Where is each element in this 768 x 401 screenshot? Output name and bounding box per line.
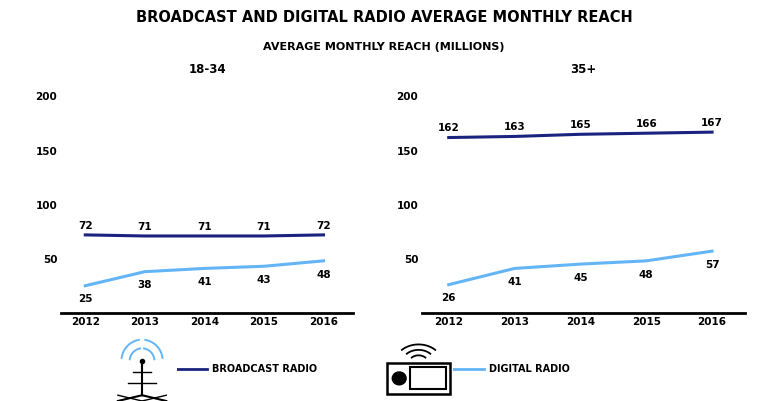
Text: 71: 71 — [257, 222, 271, 232]
Title: 35+: 35+ — [571, 63, 597, 76]
Text: 162: 162 — [438, 123, 459, 133]
Text: BROADCAST RADIO: BROADCAST RADIO — [212, 364, 317, 374]
Text: 71: 71 — [197, 222, 212, 232]
Text: 41: 41 — [507, 277, 522, 287]
Text: 166: 166 — [635, 119, 657, 129]
Text: 38: 38 — [137, 280, 152, 290]
Text: 71: 71 — [137, 222, 152, 232]
Text: BROADCAST AND DIGITAL RADIO AVERAGE MONTHLY REACH: BROADCAST AND DIGITAL RADIO AVERAGE MONT… — [136, 10, 632, 25]
Bar — [409, 367, 446, 389]
Text: 25: 25 — [78, 294, 92, 304]
Text: 165: 165 — [570, 120, 591, 130]
Text: DIGITAL RADIO: DIGITAL RADIO — [488, 364, 570, 374]
Circle shape — [392, 372, 406, 385]
Text: 48: 48 — [639, 269, 654, 279]
Text: 57: 57 — [705, 260, 720, 270]
Text: 26: 26 — [442, 293, 456, 303]
Text: AVERAGE MONTHLY REACH (MILLIONS): AVERAGE MONTHLY REACH (MILLIONS) — [263, 42, 505, 52]
Text: 43: 43 — [257, 275, 271, 285]
Text: 72: 72 — [78, 221, 93, 231]
Text: 72: 72 — [316, 221, 331, 231]
Text: 48: 48 — [316, 269, 331, 279]
Text: 163: 163 — [504, 122, 525, 132]
Text: 41: 41 — [197, 277, 212, 287]
Title: 18-34: 18-34 — [189, 63, 226, 76]
Text: 45: 45 — [573, 273, 588, 283]
Text: 167: 167 — [701, 118, 723, 128]
Bar — [387, 363, 450, 394]
